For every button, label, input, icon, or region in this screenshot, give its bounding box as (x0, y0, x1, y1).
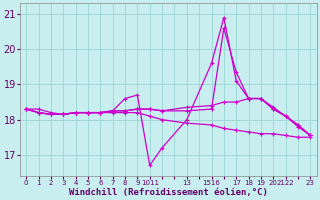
X-axis label: Windchill (Refroidissement éolien,°C): Windchill (Refroidissement éolien,°C) (69, 188, 268, 197)
